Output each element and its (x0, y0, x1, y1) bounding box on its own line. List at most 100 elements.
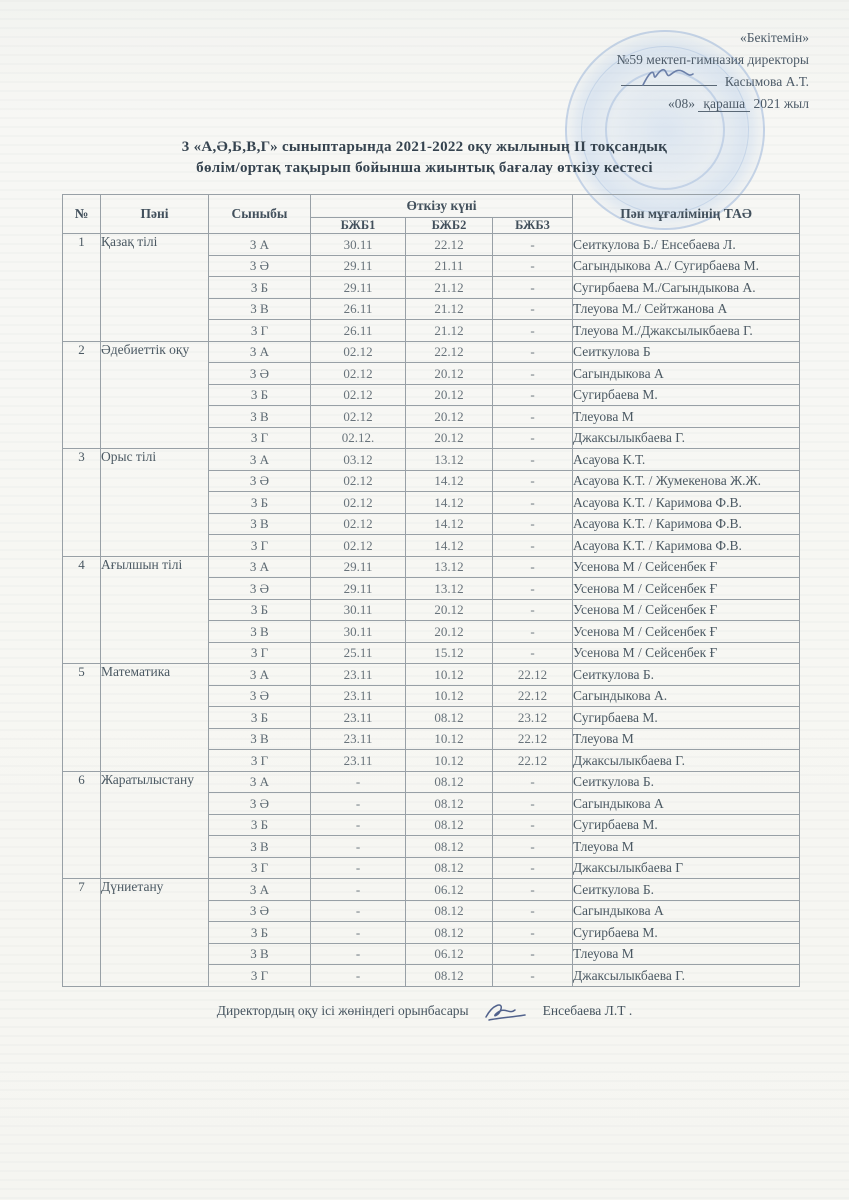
signature-line (620, 84, 717, 86)
subject-cell: Әдебиеттік оқу (100, 340, 209, 449)
class-cell: 3 Ә (208, 469, 311, 492)
table-row: 3 Б 30.11 20.12- Усенова М / Сейсенбек Ғ (63, 598, 801, 621)
subject-cell: Дүниетану (100, 878, 209, 987)
date-cell-bzb1: - (310, 835, 406, 858)
date-cell-bzb2: 10.12 (405, 727, 493, 750)
approval-date-month: қараша (698, 96, 751, 112)
class-cell: 3 Б (208, 813, 311, 836)
date-cell-bzb1: - (310, 813, 406, 836)
class-cell: 3 Б (208, 921, 311, 944)
subject-cell: Ағылшын тілі (100, 555, 209, 664)
date-cell-bzb2: 10.12 (405, 663, 493, 686)
approval-line-bekitemin: «Бекітемін» (740, 30, 809, 45)
table-row: 3 Б 29.11 21.12- Сугирбаева М./Сагындыкова … (63, 276, 801, 299)
director-signature-icon (642, 68, 694, 86)
date-cell-bzb1: 23.11 (310, 684, 406, 707)
num-cell: 6 (62, 770, 101, 879)
table-row: 3 Б 02.12 14.12- Асауова К.Т. / Каримова Ф.… (63, 491, 801, 514)
date-cell-bzb1: 29.11 (310, 577, 406, 600)
title-line-2: бөлім/ортақ тақырып бойынша жиынтық баға… (196, 160, 653, 176)
class-cell: 3 Б (208, 276, 311, 299)
date-cell-bzb2: 21.12 (405, 319, 493, 342)
subject-cell: Математика (100, 663, 209, 772)
date-cell-bzb1: 23.11 (310, 749, 406, 772)
date-cell-bzb1: 23.11 (310, 663, 406, 686)
table-row: 3 Ә 02.12 14.12- Асауова К.Т. / Жумекенова … (63, 469, 801, 492)
date-cell-bzb3: - (491, 620, 574, 643)
teacher-cell: Асауова К.Т. / Жумекенова Ж.Ж. (572, 469, 801, 492)
teacher-cell: Сагындыкова А./ Сугирбаева М. (572, 254, 801, 277)
table-body: 1 Қазақ тілі 3 А 30.11 22.12- Сеиткулова Б./ … (62, 233, 801, 987)
num-cell: 7 (62, 878, 101, 987)
date-cell-bzb2: 14.12 (405, 491, 493, 514)
title-line-1: 3 «А,Ә,Б,В,Г» сыныптарында 2021-2022 оқу… (181, 139, 668, 155)
date-cell-bzb2: 21.12 (405, 276, 493, 299)
date-cell-bzb3: - (491, 383, 574, 406)
table-row: 3 В -08.12- Тлеуова М (63, 835, 801, 858)
date-cell-bzb1: 30.11 (310, 233, 406, 256)
class-cell: 3 Ә (208, 577, 311, 600)
num-cell: 5 (62, 663, 101, 772)
teacher-cell: Сагындыкова А. (572, 684, 801, 707)
date-cell-bzb3: - (491, 577, 574, 600)
class-cell: 3 В (208, 405, 311, 428)
class-cell: 3 Б (208, 491, 311, 514)
date-cell-bzb2: 08.12 (405, 899, 493, 922)
date-cell-bzb3: - (491, 297, 574, 320)
date-cell-bzb2: 13.12 (405, 577, 493, 600)
date-cell-bzb3: - (491, 233, 574, 256)
date-cell-bzb1: 02.12 (310, 512, 406, 535)
teacher-cell: Усенова М / Сейсенбек Ғ (572, 598, 801, 621)
date-cell-bzb2: 20.12 (405, 362, 493, 385)
teacher-cell: Джаксылыкбаева Г. (572, 426, 801, 449)
teacher-cell: Сеиткулова Б. (572, 663, 801, 686)
date-cell-bzb2: 08.12 (405, 770, 493, 793)
header-class: Сыныбы (208, 194, 311, 234)
date-cell-bzb2: 21.12 (405, 297, 493, 320)
date-cell-bzb3: - (491, 362, 574, 385)
class-cell: 3 В (208, 727, 311, 750)
class-cell: 3 Ә (208, 254, 311, 277)
date-cell-bzb2: 08.12 (405, 921, 493, 944)
date-cell-bzb1: 02.12 (310, 362, 406, 385)
date-cell-bzb1: 26.11 (310, 297, 406, 320)
date-cell-bzb3: - (491, 555, 574, 578)
date-cell-bzb3: - (491, 792, 574, 815)
class-cell: 3 Г (208, 319, 311, 342)
date-cell-bzb1: - (310, 792, 406, 815)
teacher-cell: Тлеуова М (572, 835, 801, 858)
date-cell-bzb1: 02.12 (310, 405, 406, 428)
date-cell-bzb2: 13.12 (405, 448, 493, 471)
teacher-cell: Усенова М / Сейсенбек Ғ (572, 620, 801, 643)
table-header: № Пәні Сыныбы Өткізу күні Пән мұғаліміні… (62, 194, 801, 234)
teacher-cell: Тлеуова М./ Сейтжанова А (572, 297, 801, 320)
date-cell-bzb1: 26.11 (310, 319, 406, 342)
table-row: 3 Ә 02.12 20.12- Сагындыкова А (63, 362, 801, 385)
date-cell-bzb2: 10.12 (405, 684, 493, 707)
date-cell-bzb3: - (491, 319, 574, 342)
date-cell-bzb3: - (491, 512, 574, 535)
director-signature-row: Касымова А.Т. (617, 68, 809, 93)
director-name: Касымова А.Т. (724, 74, 809, 89)
table-row: 3 Г -08.12- Джаксылыкбаева Г. (63, 964, 801, 987)
class-cell: 3 А (208, 340, 311, 363)
date-cell-bzb3: 22.12 (491, 749, 574, 772)
date-cell-bzb2: 06.12 (405, 942, 493, 965)
class-cell: 3 Г (208, 641, 311, 664)
teacher-cell: Тлеуова М./Джаксылыкбаева Г. (572, 319, 801, 342)
date-cell-bzb2: 14.12 (405, 534, 493, 557)
num-cell: 3 (62, 448, 101, 557)
teacher-cell: Тлеуова М (572, 727, 801, 750)
num-cell: 1 (62, 233, 101, 342)
date-cell-bzb2: 22.12 (405, 340, 493, 363)
subject-cell: Орыс тілі (100, 448, 209, 557)
date-cell-bzb3: 23.12 (491, 706, 574, 729)
date-cell-bzb1: - (310, 964, 406, 987)
date-cell-bzb2: 08.12 (405, 856, 493, 879)
teacher-cell: Асауова К.Т. / Каримова Ф.В. (572, 512, 801, 535)
class-cell: 3 А (208, 448, 311, 471)
date-cell-bzb2: 15.12 (405, 641, 493, 664)
class-cell: 3 А (208, 663, 311, 686)
table-row: 3 Ә -08.12- Сагындыкова А (63, 792, 801, 815)
